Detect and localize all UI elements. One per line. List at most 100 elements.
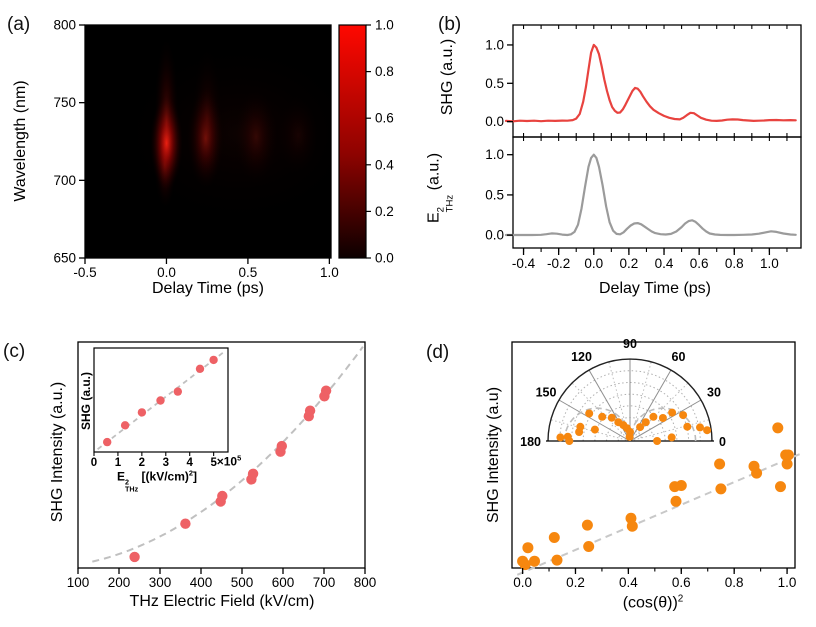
polar-lobe-fit xyxy=(563,407,697,442)
data-point xyxy=(626,520,638,532)
x-tick-label: -0.2 xyxy=(547,256,570,271)
panel-b-tag: (b) xyxy=(438,14,462,35)
polar-data-point xyxy=(683,422,692,431)
panel-c-tag: (c) xyxy=(3,341,26,362)
plot-border xyxy=(84,24,332,259)
inset-data-point xyxy=(103,437,112,447)
panel-c-inset-xlabel: E 2 THz [(kV/cm)2] xyxy=(117,469,197,494)
y-tick-label: 1.0 xyxy=(485,37,504,52)
x-tick-label: 600 xyxy=(272,575,295,590)
inset-x-tick-label: 5 xyxy=(210,457,217,469)
y-tick-label: 0.5 xyxy=(485,76,504,91)
panel-d-ylabel: SHG Intensity (a.u) xyxy=(485,386,502,524)
colorbar: 0.0 0.2 0.4 0.6 0.8 1.0 xyxy=(338,18,394,266)
inset-x-tick-label: 0 xyxy=(91,457,97,469)
x-tick-label: 700 xyxy=(313,575,336,590)
colorbar-tick-label: 0.4 xyxy=(375,157,394,172)
inset-data-point xyxy=(137,408,147,417)
polar-minor-spoke xyxy=(629,419,710,442)
x-tick-label: 0.2 xyxy=(566,575,585,590)
data-point xyxy=(548,532,560,543)
x-tick-label: 1.0 xyxy=(320,265,339,280)
data-point xyxy=(247,468,259,479)
polar-data-point xyxy=(658,414,667,422)
polar-spoke xyxy=(558,399,631,442)
colorbar-tick-label: 0.6 xyxy=(375,111,394,126)
inset-e-supsub: 2 THz xyxy=(125,479,139,494)
x-tick-label: -0.4 xyxy=(512,256,536,271)
fit-curve xyxy=(92,346,364,563)
polar-ring xyxy=(559,370,701,442)
polar-data-point xyxy=(636,423,645,432)
x-tick-label: 0.0 xyxy=(157,265,176,280)
panel-b-linestack: 0.0 0.5 1.0 0.0 0.5 1.0 -0.4 -0.2 0.0 0.2 0.4 0.6 0.… xyxy=(485,24,802,271)
polar-angle-label: 30 xyxy=(707,386,721,400)
data-point xyxy=(714,458,726,470)
heat-blobs xyxy=(117,37,331,227)
y-tick-label: 800 xyxy=(53,18,76,33)
inset-x-tick-label: 4 xyxy=(187,457,194,469)
inset-data-point xyxy=(156,396,165,405)
polar-minor-spoke xyxy=(608,361,631,442)
data-point xyxy=(772,422,784,434)
cos-pre: (cos(θ)) xyxy=(622,594,678,612)
panel-d-xlabel: (cos(θ))2 xyxy=(623,593,684,612)
polar-data-point xyxy=(556,433,565,442)
panel-b-sub0: 0.0 0.5 1.0 xyxy=(485,24,802,138)
data-point xyxy=(522,542,534,554)
x-tick-label: 0.0 xyxy=(584,256,603,271)
exp-base: ×10 xyxy=(216,454,238,469)
colorbar-tick-label: 0.2 xyxy=(375,204,394,219)
colorbar-bar xyxy=(338,24,367,259)
polar-angle-label: 90 xyxy=(623,337,637,351)
inset-e-base: E xyxy=(116,469,125,484)
inset-x-tick-label: 3 xyxy=(163,457,169,469)
polar-data-point xyxy=(585,409,594,418)
x-tick-label: 0.8 xyxy=(725,256,744,271)
y-tick-label: 750 xyxy=(53,95,76,110)
ethz-curve xyxy=(504,153,797,237)
inset-data-point xyxy=(209,355,218,365)
panel-d-tag: (d) xyxy=(426,342,450,363)
polar-data-point xyxy=(565,437,574,445)
polar-data-point xyxy=(667,433,676,442)
polar-angle-label: 60 xyxy=(672,350,686,364)
panel-a-ylabel: Wavelength (nm) xyxy=(12,80,29,202)
polar-data-point xyxy=(649,412,658,421)
inset-x-end: ] xyxy=(193,469,198,484)
inset-e-sub: THz xyxy=(125,484,139,494)
panel-a-tag: (a) xyxy=(7,14,31,35)
x-tick-label: 0.8 xyxy=(725,575,744,590)
polar-data-point xyxy=(703,426,712,435)
data-point xyxy=(304,405,316,416)
polar-data-point xyxy=(607,413,616,422)
x-tick-label: 800 xyxy=(354,575,377,590)
panel-b-sub1: 0.0 0.5 1.0 xyxy=(485,136,802,249)
ethz-post: (a.u.) xyxy=(425,152,443,195)
panel-c-xlabel: THz Electric Field (kV/cm) xyxy=(129,593,315,610)
data-point xyxy=(217,490,228,502)
x-tick-label: 0.6 xyxy=(672,575,691,590)
panel-a-xlabel: Delay Time (ps) xyxy=(151,280,265,297)
polar-data-point xyxy=(626,428,634,436)
data-point xyxy=(519,559,531,571)
cos-sup: 2 xyxy=(677,593,684,605)
x-tick-label: 0.4 xyxy=(655,256,674,271)
y-tick-label: 1.0 xyxy=(485,147,504,162)
polar-data-point xyxy=(641,418,650,427)
y-tick-label: 700 xyxy=(53,173,76,188)
y-tick-label: 0.0 xyxy=(485,228,504,243)
x-tick-label: 200 xyxy=(108,575,131,590)
data-point xyxy=(583,541,595,552)
x-tick-label: 1.0 xyxy=(760,256,779,271)
panel-b-ylabel-ethz: E 2 THz (a.u.) xyxy=(425,152,455,223)
panel-b-xlabel: Delay Time (ps) xyxy=(598,280,712,297)
panel-c-inset-ylabel: SHG (a.u.) xyxy=(79,371,93,431)
polar-minor-spoke xyxy=(571,382,631,442)
x-tick-label: 0.6 xyxy=(690,256,709,271)
x-tick-label: -0.5 xyxy=(73,265,96,280)
panel-c-inset: 0 1 2 3 4 5 xyxy=(91,347,229,469)
polar-angle-label: 180 xyxy=(520,435,541,449)
panel-c-inset-exp-label: ×105 xyxy=(217,454,242,469)
